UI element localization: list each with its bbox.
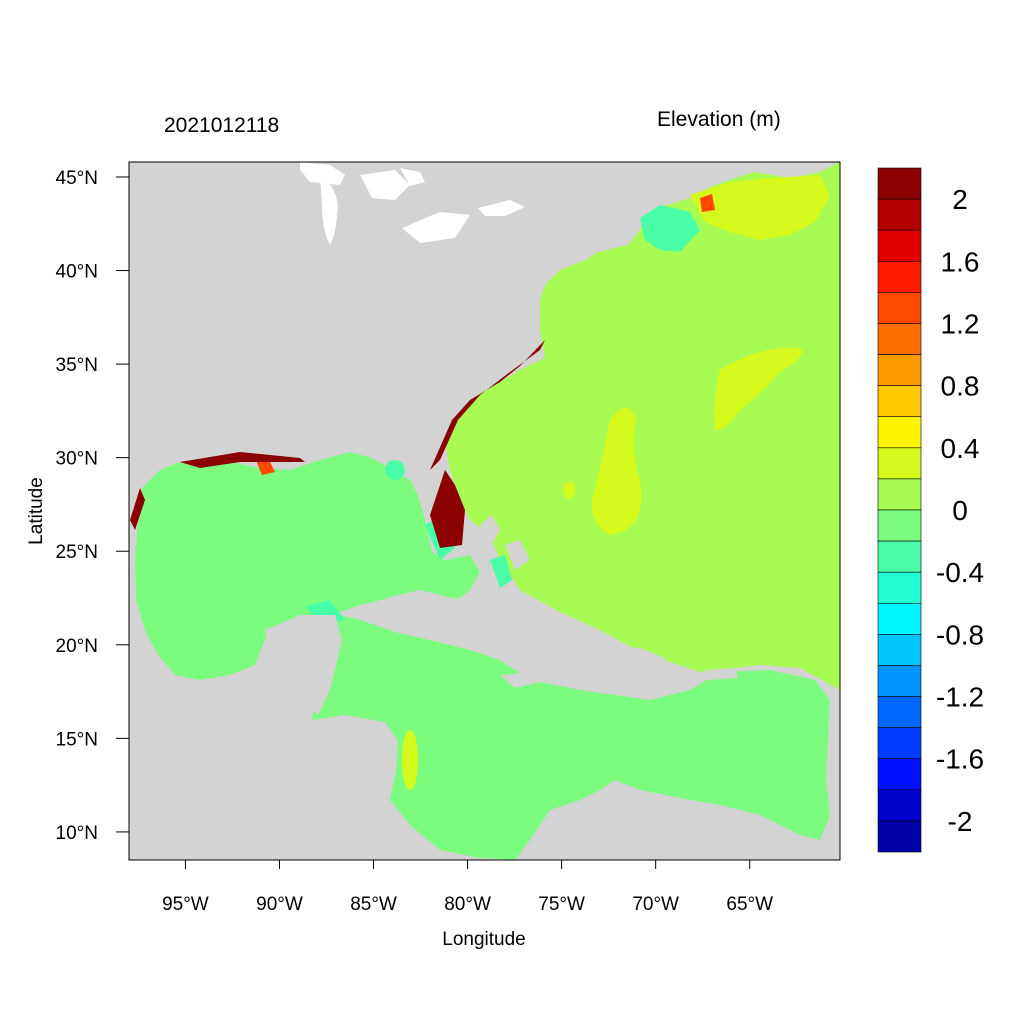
colorbar-swatch: [877, 602, 922, 635]
positive-anomaly-patch: [563, 481, 575, 499]
colorbar-label: -2: [948, 806, 973, 837]
colorbar-label: -1.6: [936, 744, 984, 775]
negative-anomaly-patch: [385, 460, 405, 480]
timestamp-title: 2021012118: [164, 114, 280, 137]
negative-anomaly-patch: [490, 555, 512, 588]
colorbar-label: 1.2: [941, 308, 980, 339]
atlantic-ocean: [445, 162, 840, 690]
colorbar-swatch: [877, 198, 922, 231]
colorbar-swatch: [877, 260, 922, 293]
colorbar: [877, 167, 922, 853]
y-tick-label: 15°N: [56, 729, 98, 750]
lake: [400, 168, 425, 186]
colorbar-swatch: [877, 634, 922, 666]
colorbar-swatch: [877, 323, 922, 355]
plot-frame: [128, 161, 841, 861]
colorbar-swatch: [877, 571, 922, 604]
colorbar-swatch: [877, 789, 922, 822]
x-tick-label: 95°W: [162, 894, 209, 915]
colorbar-swatch: [877, 478, 922, 511]
island-bahamas: [480, 515, 500, 548]
y-tick-label: 25°N: [56, 542, 98, 563]
x-axis-ticks: 95°W 90°W 85°W 80°W 75°W 70°W 65°W: [162, 860, 773, 915]
colorbar-swatch: [877, 447, 922, 480]
colorbar-swatch: [877, 416, 922, 449]
colorbar-swatch: [877, 727, 922, 760]
colorbar-labels: 2 1.6 1.2 0.8 0.4 0 -0.4 -0.8 -1.2 -1.6 -2: [936, 184, 984, 837]
island-cuba: [385, 590, 600, 655]
colorbar-swatch: [877, 509, 922, 542]
lake: [320, 175, 338, 245]
yucatan-land: [265, 615, 342, 715]
surge-high-patch: [430, 340, 545, 470]
y-tick-label: 30°N: [56, 449, 98, 470]
surge-high-patch: [430, 470, 465, 548]
positive-anomaly-patch: [402, 730, 418, 790]
colorbar-swatch: [877, 167, 922, 200]
gulf-caribbean-sea: [135, 452, 830, 860]
surge-mid-patch: [255, 458, 275, 475]
lake: [360, 170, 410, 200]
colorbar-label: -0.4: [936, 557, 984, 588]
x-tick-label: 90°W: [256, 894, 303, 915]
colorbar-swatch: [877, 292, 922, 324]
positive-anomaly-patch: [591, 407, 642, 535]
colorbar-swatch: [877, 354, 922, 386]
lake: [402, 212, 470, 243]
colorbar-label: 0.4: [941, 433, 980, 464]
lake: [478, 200, 525, 216]
south-america-land: [535, 798, 840, 860]
x-tick-label: 85°W: [350, 894, 397, 915]
y-axis-ticks: 45°N 40°N 35°N 30°N 25°N 20°N 15°N 10°N: [56, 168, 129, 844]
positive-anomaly-patch: [714, 347, 802, 431]
x-tick-label: 75°W: [538, 894, 585, 915]
x-tick-label: 80°W: [444, 894, 491, 915]
colorbar-swatch: [877, 696, 922, 728]
colorbar-swatch: [877, 665, 922, 697]
island-hispaniola: [580, 645, 665, 678]
map-field: [129, 162, 840, 860]
colorbar-label: 0: [952, 495, 968, 526]
positive-anomaly-patch: [690, 175, 830, 240]
y-tick-label: 40°N: [56, 262, 98, 283]
colorbar-label: -0.8: [936, 619, 984, 650]
x-tick-label: 65°W: [726, 894, 773, 915]
y-tick-label: 10°N: [56, 823, 98, 844]
colorbar-swatch: [877, 758, 922, 791]
colorbar-label: 2: [952, 184, 968, 215]
colorbar-swatch: [877, 820, 922, 853]
colorbar-swatch: [877, 540, 922, 573]
island-puerto-rico: [705, 668, 738, 680]
island-jamaica: [500, 672, 540, 688]
colorbar-label: -1.2: [936, 682, 984, 713]
colorbar-swatch: [877, 229, 922, 262]
x-tick-label: 70°W: [632, 894, 679, 915]
y-tick-label: 20°N: [56, 636, 98, 657]
colorbar-label: 0.8: [941, 371, 980, 402]
negative-anomaly-patch: [640, 205, 700, 252]
surge-high-patch: [180, 452, 305, 468]
y-axis-label: Latitude: [26, 477, 47, 545]
lake: [300, 162, 345, 185]
variable-title: Elevation (m): [657, 108, 781, 131]
surge-mid-patch: [700, 194, 715, 212]
colorbar-swatch: [877, 385, 922, 418]
y-tick-label: 35°N: [56, 355, 98, 376]
x-axis-label: Longitude: [442, 929, 525, 950]
island-bahamas: [505, 540, 530, 570]
colorbar-label: 1.6: [941, 246, 980, 277]
surge-high-patch: [130, 488, 145, 530]
y-tick-label: 45°N: [56, 168, 98, 189]
